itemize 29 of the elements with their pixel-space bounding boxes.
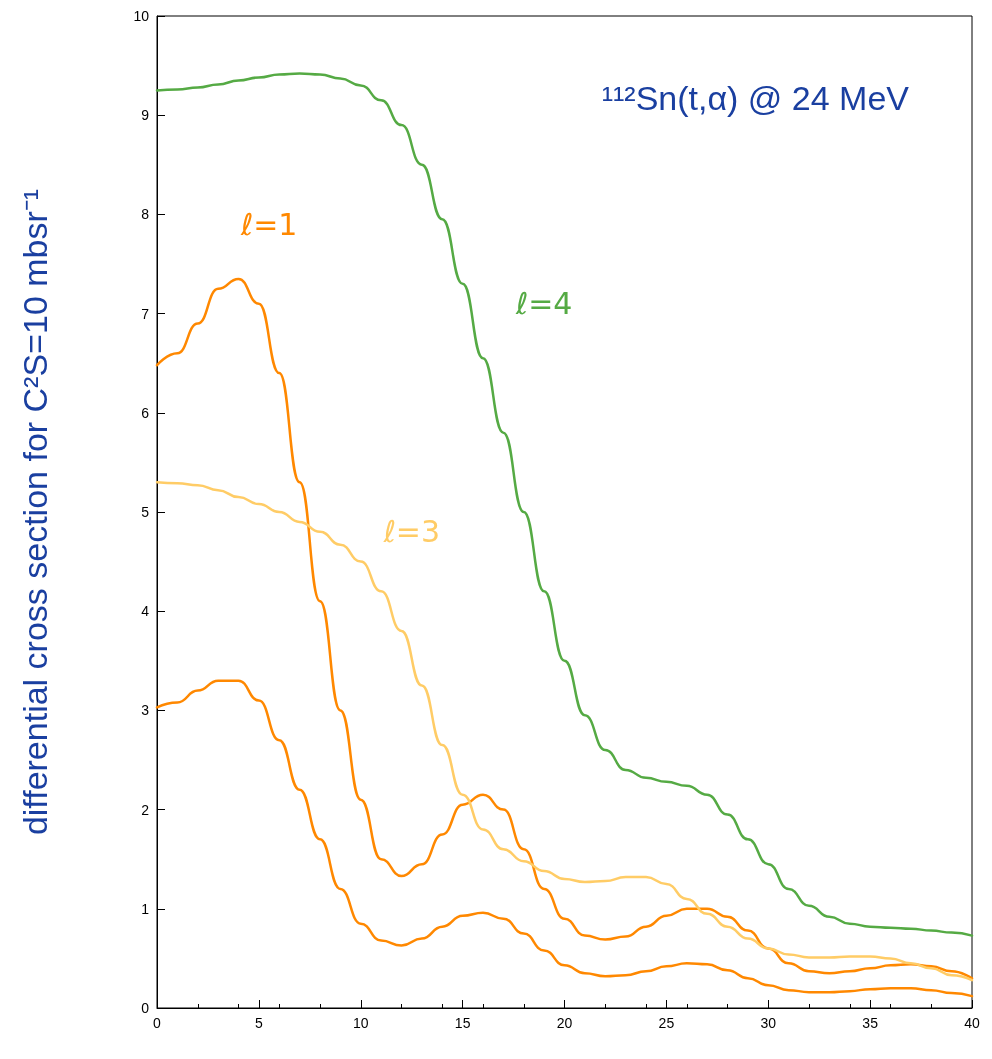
y-axis-title: differential cross section for C²S=10 mbsr⁻¹ — [16, 188, 54, 836]
series-label: ℓ=4 — [514, 286, 573, 322]
y-tick-label: 10 — [133, 8, 150, 24]
y-tick-label: 3 — [141, 702, 150, 719]
y-tick-label: 0 — [141, 1000, 150, 1016]
line-series — [155, 72, 974, 937]
x-tick-label: 30 — [760, 1015, 777, 1031]
x-tick-label: 15 — [454, 1015, 471, 1031]
line-series — [155, 277, 974, 980]
line-series — [155, 679, 974, 998]
x-tick-label: 20 — [556, 1015, 573, 1031]
y-tick-label: 9 — [141, 107, 150, 124]
x-tick-label: 40 — [964, 1015, 980, 1031]
y-tick-label: 8 — [141, 206, 150, 223]
text: ¹¹²Sn(t,α) @ 24 MeV — [601, 79, 910, 117]
series-label: ℓ=1 — [239, 206, 298, 242]
y-tick-label: 7 — [141, 305, 150, 322]
y-tick-label: 1 — [141, 900, 150, 917]
x-tick-label: 10 — [352, 1015, 369, 1031]
y-tick-label: 6 — [141, 404, 150, 421]
x-tick-label: 5 — [254, 1015, 263, 1031]
x-tick-label: 0 — [153, 1015, 162, 1031]
x-tick-label: 35 — [862, 1015, 879, 1031]
y-tick-label: 2 — [141, 801, 150, 818]
series-label: ℓ=3 — [382, 514, 440, 550]
y-tick-label: 4 — [141, 603, 150, 620]
x-tick-label: 25 — [658, 1015, 675, 1031]
line-series — [155, 480, 974, 982]
y-tick-label: 5 — [141, 504, 150, 520]
